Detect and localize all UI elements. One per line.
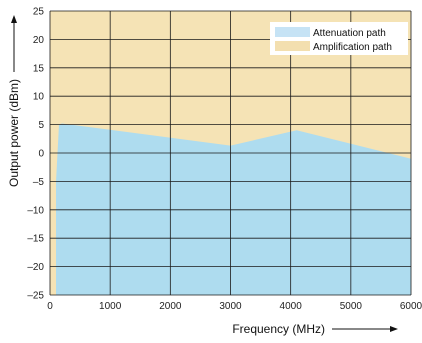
x-tick-label: 6000 bbox=[400, 301, 422, 312]
y-axis-label: Output power (dBm) bbox=[7, 79, 21, 187]
y-tick-label: –10 bbox=[27, 205, 44, 216]
y-axis-arrowhead bbox=[11, 15, 17, 23]
y-tick-label: 10 bbox=[33, 92, 45, 103]
x-tick-label: 4000 bbox=[280, 301, 303, 312]
x-tick-label: 3000 bbox=[219, 301, 242, 312]
y-tick-label: 20 bbox=[33, 35, 45, 46]
y-tick-labels: –25 –20 –15 –10 –5 0 5 10 15 20 25 bbox=[27, 7, 44, 302]
y-tick-label: 0 bbox=[38, 149, 44, 160]
chart-legend: Attenuation path Amplification path bbox=[270, 22, 408, 55]
legend-swatch bbox=[275, 41, 310, 51]
y-tick-label: 5 bbox=[38, 120, 44, 131]
y-tick-label: –15 bbox=[27, 234, 44, 245]
chart-grid bbox=[49, 10, 412, 296]
x-tick-label: 5000 bbox=[340, 301, 363, 312]
y-tick-label: –5 bbox=[33, 177, 45, 188]
y-tick-label: –25 bbox=[27, 291, 44, 302]
x-tick-label: 0 bbox=[47, 301, 53, 312]
x-tick-labels: 0 1000 2000 3000 4000 5000 6000 bbox=[47, 301, 422, 312]
y-tick-label: 25 bbox=[33, 7, 45, 18]
y-tick-label: 15 bbox=[33, 63, 45, 74]
y-tick-label: –20 bbox=[27, 262, 44, 273]
x-tick-label: 1000 bbox=[99, 301, 122, 312]
legend-swatch bbox=[275, 27, 310, 37]
legend-label: Amplification path bbox=[313, 42, 392, 53]
x-axis-arrowhead bbox=[390, 326, 398, 332]
legend-label: Attenuation path bbox=[313, 28, 386, 39]
x-axis-label: Frequency (MHz) bbox=[232, 322, 325, 336]
x-tick-label: 2000 bbox=[159, 301, 182, 312]
